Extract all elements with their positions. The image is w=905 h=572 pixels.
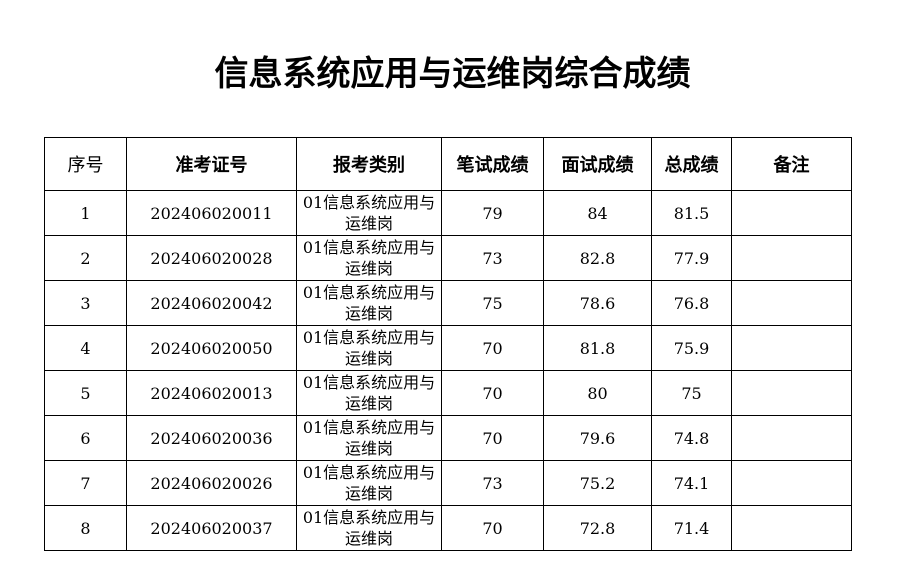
table-row: 2 202406020028 01信息系统应用与运维岗 73 82.8 77.9	[44, 235, 852, 281]
table-row: 4 202406020050 01信息系统应用与运维岗 70 81.8 75.9	[44, 325, 852, 371]
table-row: 7 202406020026 01信息系统应用与运维岗 73 75.2 74.1	[44, 460, 852, 506]
total-score-cell: 81.5	[651, 190, 732, 236]
table-row: 1 202406020011 01信息系统应用与运维岗 79 84 81.5	[44, 190, 852, 236]
written-score-cell: 70	[441, 370, 544, 416]
written-score-cell: 70	[441, 505, 544, 551]
total-score-cell: 74.8	[651, 415, 732, 461]
header-remark: 备注	[731, 137, 852, 191]
header-interview-score: 面试成绩	[543, 137, 652, 191]
written-score-cell: 79	[441, 190, 544, 236]
written-score-cell: 70	[441, 325, 544, 371]
table-row: 5 202406020013 01信息系统应用与运维岗 70 80 75	[44, 370, 852, 416]
row-no-cell: 6	[44, 415, 127, 461]
interview-score-cell: 84	[543, 190, 652, 236]
remark-cell	[731, 190, 852, 236]
written-score-cell: 75	[441, 280, 544, 326]
exam-id-cell: 202406020011	[126, 190, 297, 236]
remark-cell	[731, 415, 852, 461]
table-row: 8 202406020037 01信息系统应用与运维岗 70 72.8 71.4	[44, 505, 852, 551]
interview-score-cell: 78.6	[543, 280, 652, 326]
exam-id-cell: 202406020028	[126, 235, 297, 281]
interview-score-cell: 79.6	[543, 415, 652, 461]
exam-id-cell: 202406020037	[126, 505, 297, 551]
category-cell: 01信息系统应用与运维岗	[296, 235, 442, 281]
total-score-cell: 77.9	[651, 235, 732, 281]
remark-cell	[731, 370, 852, 416]
header-no: 序号	[44, 137, 127, 191]
row-no-cell: 7	[44, 460, 127, 506]
header-category: 报考类别	[296, 137, 442, 191]
row-no-cell: 4	[44, 325, 127, 371]
total-score-cell: 74.1	[651, 460, 732, 506]
category-cell: 01信息系统应用与运维岗	[296, 370, 442, 416]
header-written-score: 笔试成绩	[441, 137, 544, 191]
category-cell: 01信息系统应用与运维岗	[296, 415, 442, 461]
row-no-cell: 3	[44, 280, 127, 326]
header-exam-id: 准考证号	[126, 137, 297, 191]
results-table: 序号 准考证号 报考类别 笔试成绩 面试成绩 总成绩 备注 1 202406020…	[44, 137, 852, 551]
written-score-cell: 73	[441, 460, 544, 506]
interview-score-cell: 81.8	[543, 325, 652, 371]
total-score-cell: 71.4	[651, 505, 732, 551]
exam-id-cell: 202406020026	[126, 460, 297, 506]
interview-score-cell: 82.8	[543, 235, 652, 281]
row-no-cell: 5	[44, 370, 127, 416]
exam-id-cell: 202406020050	[126, 325, 297, 371]
exam-id-cell: 202406020013	[126, 370, 297, 416]
written-score-cell: 70	[441, 415, 544, 461]
row-no-cell: 8	[44, 505, 127, 551]
interview-score-cell: 80	[543, 370, 652, 416]
remark-cell	[731, 460, 852, 506]
remark-cell	[731, 235, 852, 281]
page-title: 信息系统应用与运维岗综合成绩	[214, 54, 691, 94]
category-cell: 01信息系统应用与运维岗	[296, 505, 442, 551]
category-cell: 01信息系统应用与运维岗	[296, 325, 442, 371]
category-cell: 01信息系统应用与运维岗	[296, 190, 442, 236]
interview-score-cell: 75.2	[543, 460, 652, 506]
total-score-cell: 75	[651, 370, 732, 416]
total-score-cell: 75.9	[651, 325, 732, 371]
row-no-cell: 1	[44, 190, 127, 236]
table-row: 6 202406020036 01信息系统应用与运维岗 70 79.6 74.8	[44, 415, 852, 461]
category-cell: 01信息系统应用与运维岗	[296, 280, 442, 326]
remark-cell	[731, 280, 852, 326]
remark-cell	[731, 325, 852, 371]
remark-cell	[731, 505, 852, 551]
header-total-score: 总成绩	[651, 137, 732, 191]
interview-score-cell: 72.8	[543, 505, 652, 551]
exam-id-cell: 202406020042	[126, 280, 297, 326]
written-score-cell: 73	[441, 235, 544, 281]
table-row: 3 202406020042 01信息系统应用与运维岗 75 78.6 76.8	[44, 280, 852, 326]
exam-id-cell: 202406020036	[126, 415, 297, 461]
header-row: 序号 准考证号 报考类别 笔试成绩 面试成绩 总成绩 备注	[44, 137, 852, 191]
row-no-cell: 2	[44, 235, 127, 281]
category-cell: 01信息系统应用与运维岗	[296, 460, 442, 506]
total-score-cell: 76.8	[651, 280, 732, 326]
